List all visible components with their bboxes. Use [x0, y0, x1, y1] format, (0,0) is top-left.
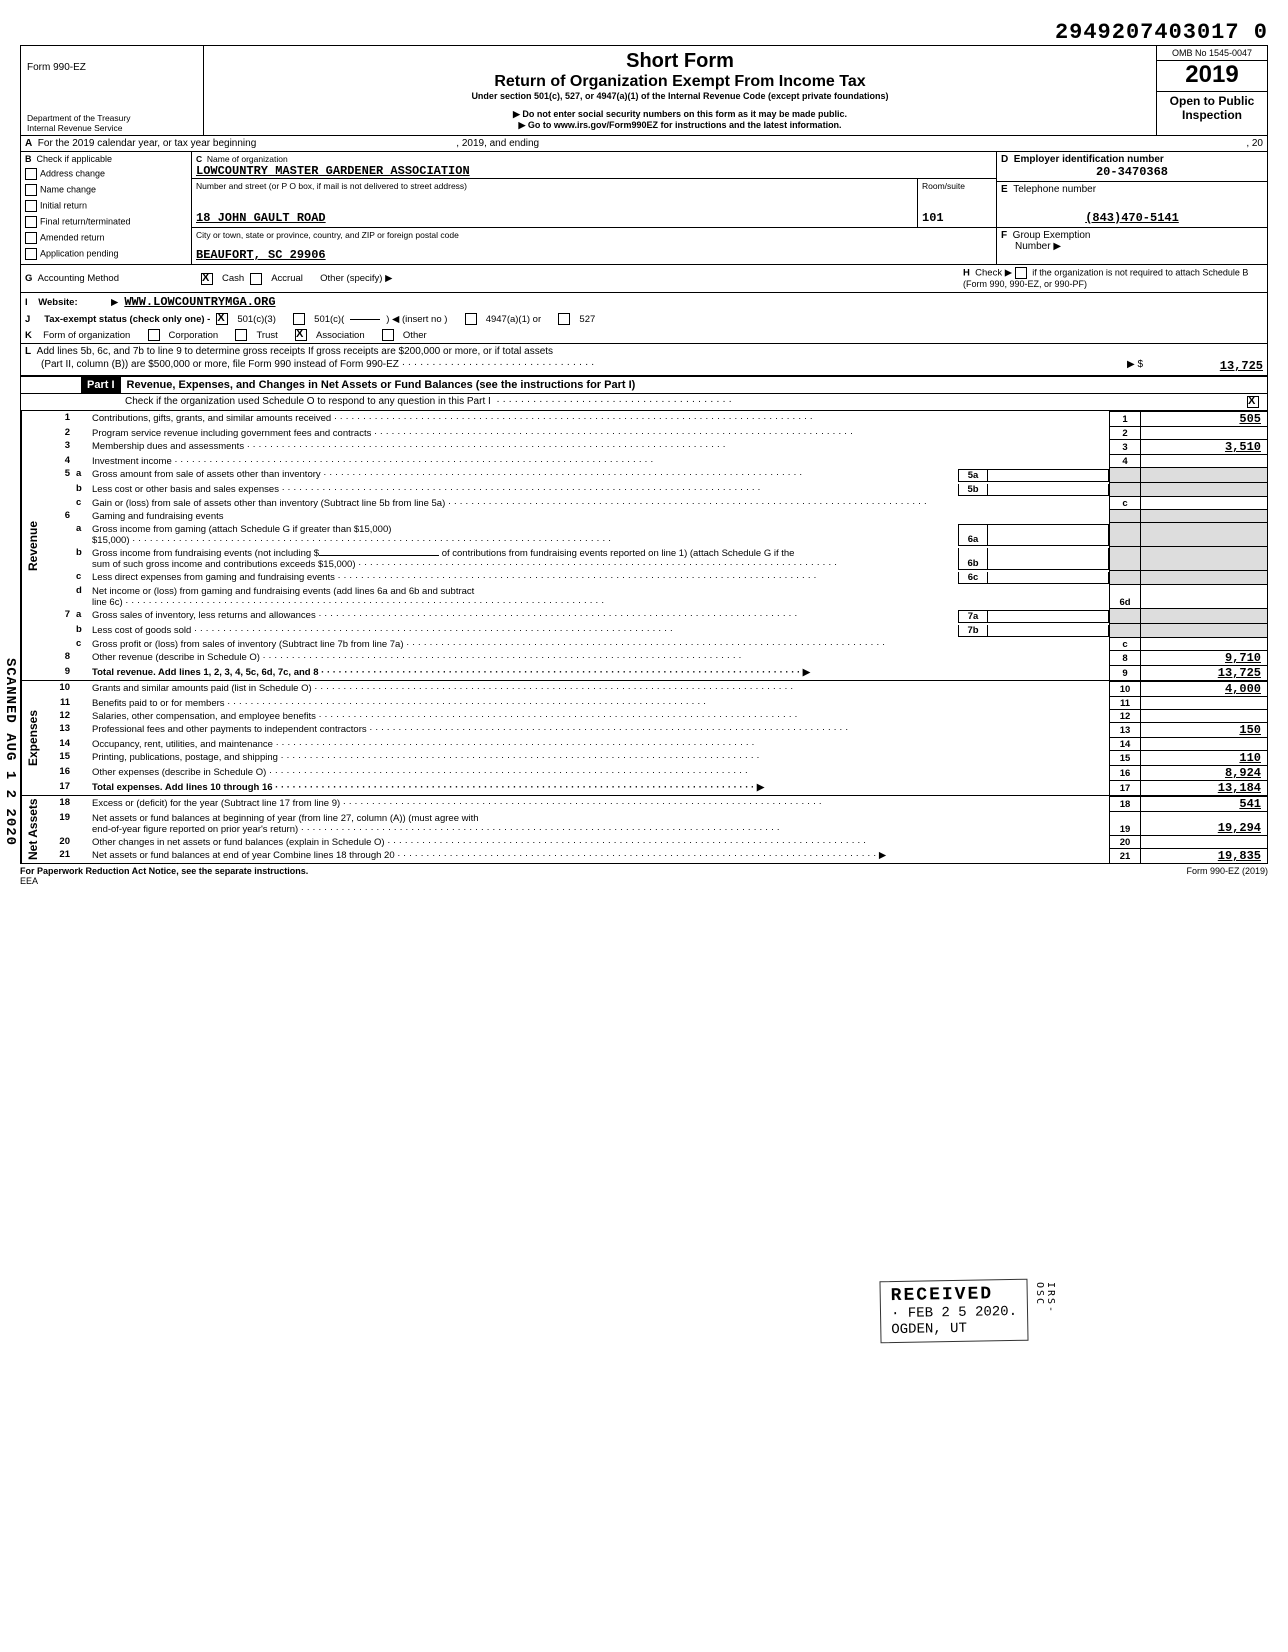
line-7c-value [1141, 638, 1268, 651]
line-9-value: 13,725 [1141, 666, 1268, 681]
title-goto: Go to www.irs.gov/Form990EZ for instruct… [210, 120, 1150, 131]
section-revenue: Revenue 1 Contributions, gifts, grants, … [20, 411, 1268, 681]
title-ssn: Do not enter social security numbers on … [210, 109, 1150, 120]
form-number: 990-EZ [53, 62, 86, 73]
street-address: 18 JOHN GAULT ROAD [196, 211, 913, 225]
received-stamp: RECEIVED · FEB 2 5 2020. OGDEN, UT [879, 1279, 1028, 1344]
line-8-value: 9,710 [1141, 651, 1268, 666]
line-13-value: 150 [1141, 723, 1268, 738]
line-20-value [1141, 836, 1268, 849]
line-5c-value [1141, 497, 1268, 510]
open-public: Open to PublicInspection [1157, 92, 1267, 124]
stamp-side: IRS-OSC [1034, 1282, 1056, 1314]
room-suite: 101 [922, 211, 992, 225]
line-10-value: 4,000 [1141, 682, 1268, 697]
city-state-zip: BEAUFORT, SC 29906 [196, 248, 992, 262]
line-16-value: 8,924 [1141, 766, 1268, 781]
line-K: K Form of organization Corporation Trust… [20, 327, 1268, 344]
chk-name-change[interactable]: Name change [21, 182, 191, 198]
org-name: LOWCOUNTRY MASTER GARDENER ASSOCIATION [196, 164, 992, 178]
part1-check: Check if the organization used Schedule … [20, 394, 1268, 411]
chk-accrual[interactable] [250, 273, 262, 285]
chk-501c3[interactable] [216, 313, 228, 325]
tax-year: 2019 [1157, 61, 1267, 92]
chk-assoc[interactable] [295, 329, 307, 341]
ein: 20-3470368 [1001, 165, 1263, 179]
line-18-value: 541 [1141, 797, 1268, 812]
chk-527[interactable] [558, 313, 570, 325]
chk-other-org[interactable] [382, 329, 394, 341]
scanned-stamp: SCANNED AUG 1 2 2020 [2, 658, 18, 846]
chk-initial-return[interactable]: Initial return [21, 198, 191, 214]
chk-4947[interactable] [465, 313, 477, 325]
chk-amended[interactable]: Amended return [21, 230, 191, 246]
line-17-value: 13,184 [1141, 781, 1268, 796]
chk-501c[interactable] [293, 313, 305, 325]
chk-trust[interactable] [235, 329, 247, 341]
footer: For Paperwork Reduction Act Notice, see … [20, 864, 1268, 886]
dept-treasury: Department of the Treasury [27, 113, 130, 123]
telephone: (843)470-5141 [1001, 211, 1263, 225]
line-3-value: 3,510 [1141, 440, 1268, 455]
line-15-value: 110 [1141, 751, 1268, 766]
omb-number: OMB No 1545-0047 [1157, 46, 1267, 61]
chk-cash[interactable] [201, 273, 213, 285]
line-14-value [1141, 738, 1268, 751]
section-netassets: Net Assets 18 Excess or (deficit) for th… [20, 796, 1268, 864]
part1-header: Part I Revenue, Expenses, and Changes in… [20, 376, 1268, 394]
line-19-value: 19,294 [1141, 812, 1268, 836]
line-I: I Website: ▶ WWW.LOWCOUNTRYMGA.ORG [20, 293, 1268, 311]
line-G-H: G Accounting Method Cash Accrual Other (… [20, 265, 1268, 293]
website: WWW.LOWCOUNTRYMGA.ORG [124, 295, 275, 309]
line-21-value: 19,835 [1141, 849, 1268, 864]
chk-final-return[interactable]: Final return/terminated [21, 214, 191, 230]
chk-application[interactable]: Application pending [21, 246, 191, 262]
line-4-value [1141, 455, 1268, 468]
line-J: J Tax-exempt status (check only one) - 5… [20, 311, 1268, 327]
title-short-form: Short Form [210, 50, 1150, 73]
line-12-value [1141, 710, 1268, 723]
chk-schedB[interactable] [1015, 267, 1027, 279]
dept-irs: Internal Revenue Service [27, 123, 130, 133]
form-label: Form [27, 62, 50, 73]
chk-schedO[interactable] [1247, 396, 1259, 408]
line-11-value [1141, 697, 1268, 710]
document-id: 2949207403017 0 [20, 20, 1268, 45]
title-return: Return of Organization Exempt From Incom… [210, 73, 1150, 91]
line-2-value [1141, 427, 1268, 440]
chk-corp[interactable] [148, 329, 160, 341]
section-expenses: Expenses 10 Grants and similar amounts p… [20, 681, 1268, 796]
gross-receipts: 13,725 [1143, 359, 1263, 373]
form-header: Form 990-EZ Department of the Treasury I… [20, 45, 1268, 136]
chk-address-change[interactable]: Address change [21, 166, 191, 182]
line-A: A For the 2019 calendar year, or tax yea… [20, 136, 1268, 152]
title-under: Under section 501(c), 527, or 4947(a)(1)… [210, 91, 1150, 101]
line-L: L Add lines 5b, 6c, and 7b to line 9 to … [20, 344, 1268, 376]
line-1-value: 505 [1141, 412, 1268, 427]
block-B-F: B Check if applicable Address change Nam… [20, 152, 1268, 265]
